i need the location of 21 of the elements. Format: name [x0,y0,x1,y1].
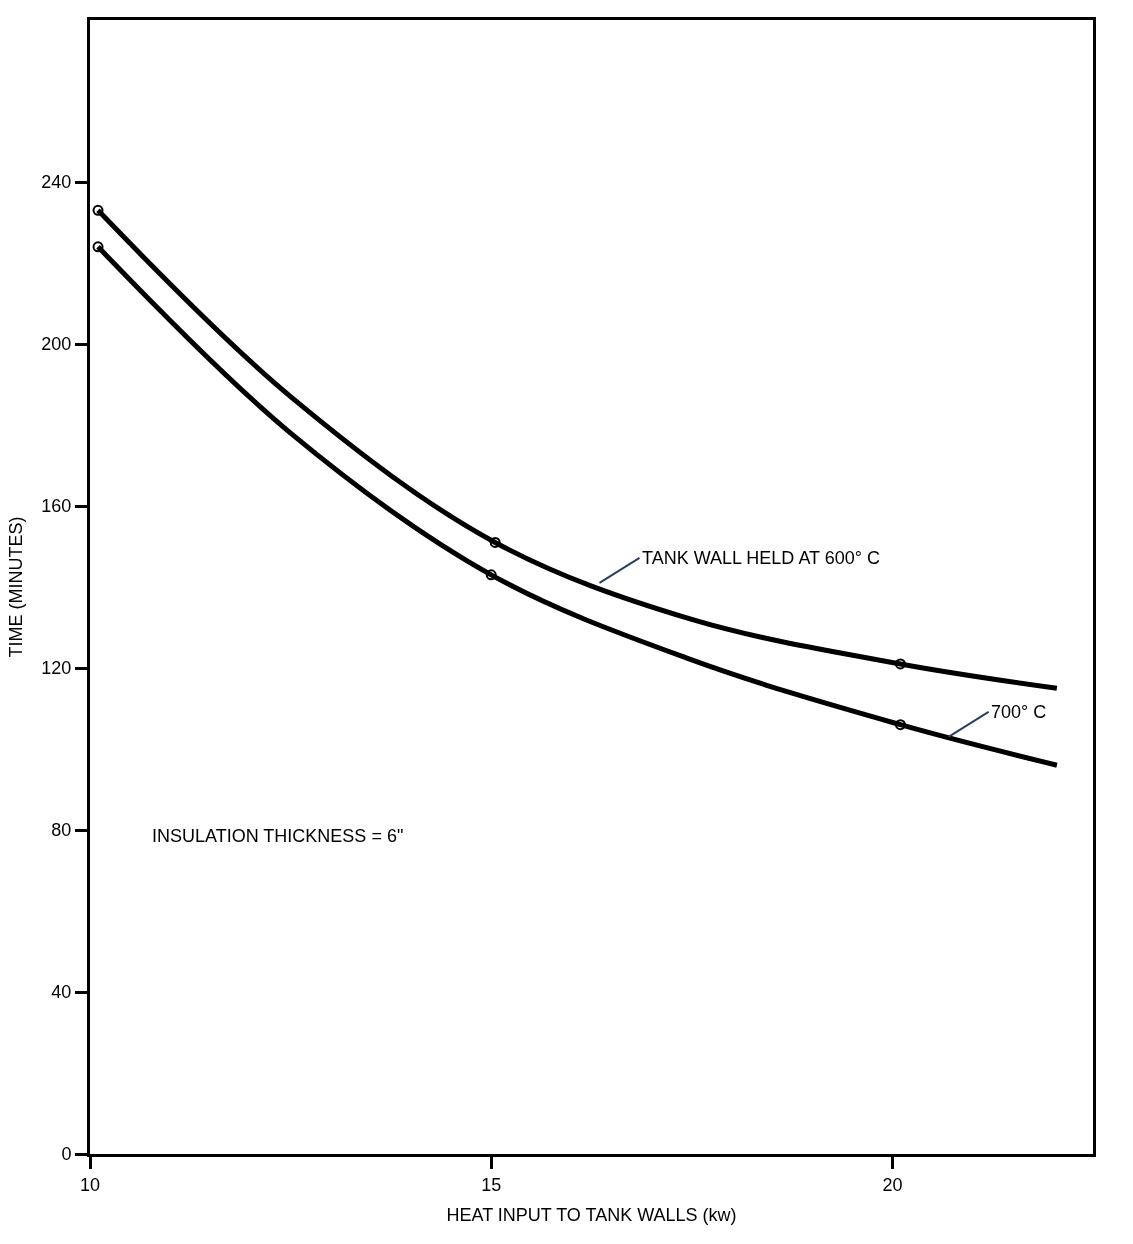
x-tick-label: 15 [481,1174,502,1195]
point [894,658,906,670]
annotation: INSULATION THICKNESS = 6" [152,826,404,846]
y-tick-label: 80 [51,820,72,841]
x-axis-title: HEAT INPUT TO TANK WALLS (kw) [446,1204,737,1225]
y-tick-label: 160 [41,496,72,517]
y-axis-title: TIME (MINUTES) [5,516,26,658]
point [894,719,906,731]
y-tick-label: 200 [41,334,72,355]
x-tick-label: 20 [882,1174,903,1195]
y-tick-label: 240 [41,172,72,193]
y-tick-label: 0 [61,1144,72,1165]
annotation: 700° C [991,702,1047,722]
x-tick-label: 10 [79,1174,101,1195]
point [489,536,501,548]
y-tick-label: 40 [51,982,72,1003]
point [92,241,104,253]
point [92,204,104,216]
annotation: TANK WALL HELD AT 600° C [642,548,880,568]
y-tick-label: 120 [41,658,72,679]
point [485,569,497,581]
